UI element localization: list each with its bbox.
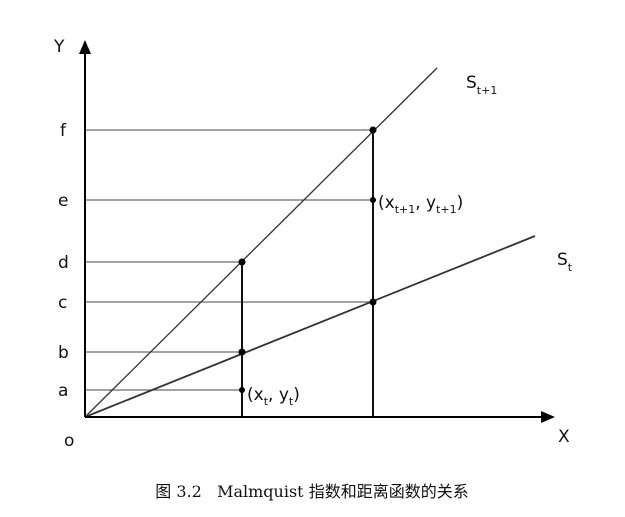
label-part: t+1 — [436, 203, 457, 216]
label-part: t — [264, 395, 269, 408]
points — [238, 126, 377, 393]
level-label: b — [58, 343, 69, 363]
label-part: , y — [268, 385, 289, 405]
label-part: ) — [293, 385, 300, 405]
frontier-t1 — [84, 67, 438, 418]
y-label: Y — [53, 37, 65, 57]
caption: 图 3.2 Malmquist 指数和距离函数的关系 — [155, 482, 468, 501]
point-label: (xt, yt) — [247, 385, 300, 408]
level-label: f — [60, 121, 67, 141]
label-part: ) — [457, 193, 464, 213]
x-label: X — [558, 427, 570, 447]
level-label: c — [58, 293, 67, 313]
label-part: , y — [415, 193, 436, 213]
label-part: t+1 — [477, 84, 498, 97]
level-label: e — [58, 191, 68, 211]
level-label: a — [58, 381, 68, 401]
level-label: d — [58, 253, 69, 273]
x-arrow — [541, 411, 555, 423]
label-part: (x — [378, 193, 395, 213]
guide-lines — [85, 129, 373, 391]
label-part: t — [289, 395, 294, 408]
label-part: t — [568, 261, 573, 274]
origin-label: o — [64, 431, 74, 451]
label-part: S — [466, 73, 477, 93]
frontier-label: St+1 — [466, 73, 497, 97]
frontier-t — [84, 235, 536, 418]
y-arrow — [79, 40, 91, 54]
frontier-label: St — [557, 250, 573, 274]
label-part: S — [557, 250, 568, 270]
point-label: (xt+1, yt+1) — [378, 193, 463, 216]
label-part: t+1 — [395, 203, 416, 216]
label-part: (x — [247, 385, 264, 405]
